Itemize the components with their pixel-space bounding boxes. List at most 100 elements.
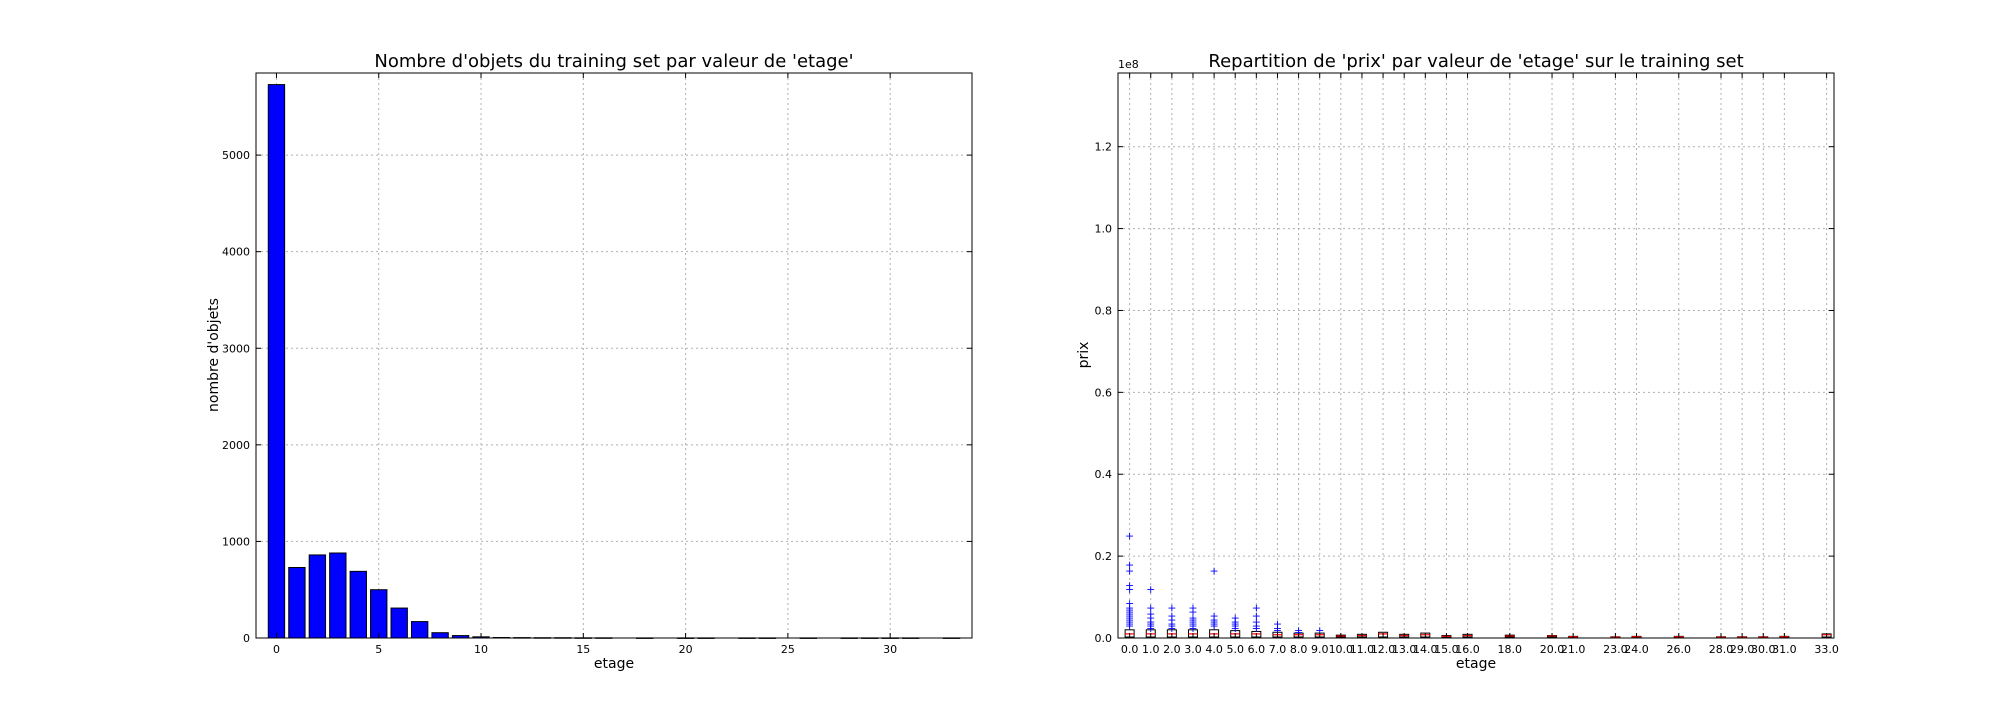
box-chart-xtick-label: 29.0 (1730, 643, 1755, 656)
box-chart-flier: + (1209, 614, 1218, 627)
box-chart-xtick-label: 12.0 (1371, 643, 1396, 656)
box-chart-flier: + (1209, 616, 1218, 629)
box-chart-flier: + (1252, 622, 1261, 635)
box-chart-flier: + (1146, 620, 1155, 633)
box-chart-xtick-label: 2.0 (1163, 643, 1181, 656)
box-chart-flier: + (1167, 618, 1176, 631)
box-chart-frame (1117, 72, 1835, 639)
bar-chart-ytick-label: 4000 (222, 246, 250, 259)
box-chart-flier: + (1125, 603, 1134, 616)
box-chart-flier: + (1252, 601, 1261, 614)
box-chart-flier: + (1125, 607, 1134, 620)
bar-chart-bar (308, 554, 327, 639)
box-chart-flier: + (1294, 626, 1303, 639)
box-chart-xtick-label: 4.0 (1205, 643, 1223, 656)
bar-chart-xtick-label: 30 (883, 643, 897, 656)
box-chart-xtick-label: 11.0 (1350, 643, 1375, 656)
box-chart-flier: + (1188, 605, 1197, 618)
bar-chart-xtick-label: 15 (576, 643, 590, 656)
box-chart-flier: + (1146, 601, 1155, 614)
box-chart-flier: + (1209, 620, 1218, 633)
bar-chart-xtick-label: 0 (273, 643, 280, 656)
box-chart-flier: + (1273, 618, 1282, 631)
bar-chart-title: Nombre d'objets du training set par vale… (374, 51, 853, 72)
box-chart-ytick-label: 0.0 (1095, 632, 1113, 645)
bar-chart-bar (349, 570, 367, 639)
bar-chart-bar (267, 84, 286, 639)
box-chart-flier: + (1146, 618, 1155, 631)
box-chart-flier: + (1273, 624, 1282, 637)
box-chart-title: Repartition de 'prix' par valeur de 'eta… (1208, 51, 1743, 72)
bar-chart-ytick-label: 1000 (222, 535, 250, 548)
box-chart-flier: + (1125, 597, 1134, 610)
box-chart-xtick-label: 14.0 (1413, 643, 1438, 656)
bar-chart-ytick-label: 0 (243, 632, 250, 645)
box-chart-ylabel: prix (1076, 342, 1092, 369)
box-chart-xtick-label: 30.0 (1751, 643, 1776, 656)
box-chart-flier: + (1167, 609, 1176, 622)
box-chart-flier: + (1188, 601, 1197, 614)
box-chart-flier: + (1167, 601, 1176, 614)
box-chart-flier: + (1125, 616, 1134, 629)
box-chart-flier: + (1294, 624, 1303, 637)
box-chart-flier: + (1188, 622, 1197, 635)
box-chart-xlabel: etage (1456, 656, 1496, 672)
box-chart-flier: + (1125, 601, 1134, 614)
box-chart-flier: + (1167, 614, 1176, 627)
bar-chart-grid (256, 73, 972, 638)
box-chart-ytick-label: 0.2 (1095, 550, 1113, 563)
box-chart-xtick-label: 13.0 (1392, 643, 1417, 656)
box-chart-flier: + (1125, 620, 1134, 633)
box-chart-flier: + (1252, 620, 1261, 633)
box-chart-flier: + (1188, 612, 1197, 625)
box-chart-flier: + (1146, 583, 1155, 596)
box-chart-flier: + (1188, 620, 1197, 633)
box-chart-flier: + (1252, 609, 1261, 622)
box-chart-flier: + (1146, 607, 1155, 620)
box-chart-ytick-label: 0.6 (1095, 386, 1113, 399)
box-chart-flier: + (1167, 620, 1176, 633)
box-chart-xtick-label: 9.0 (1311, 643, 1329, 656)
box-chart-xtick-label: 6.0 (1248, 643, 1266, 656)
box-chart-xtick-label: 16.0 (1455, 643, 1480, 656)
box-chart-xtick-label: 1.0 (1142, 643, 1160, 656)
box-chart-flier: + (1125, 558, 1134, 571)
bar-chart-xtick-label: 5 (375, 643, 382, 656)
box-chart-ytick-label: 0.4 (1095, 468, 1113, 481)
box-chart-ytick-label: 1.0 (1095, 223, 1113, 236)
box-chart-grid (1118, 73, 1834, 638)
box-chart-scale-label: 1e8 (1118, 58, 1139, 71)
box-chart-flier: + (1209, 618, 1218, 631)
box-chart-xtick-label: 23.0 (1603, 643, 1628, 656)
box-chart-flier: + (1125, 618, 1134, 631)
bar-chart-bar (370, 589, 388, 639)
box-chart-flier: + (1209, 609, 1218, 622)
box-chart-flier: + (1188, 616, 1197, 629)
box-chart-xtick-label: 33.0 (1814, 643, 1839, 656)
bar-chart-bars (267, 84, 961, 639)
box-chart-flier: + (1125, 614, 1134, 627)
box-chart-boxes: ++++++++++++++++++++++++++++++++++++++++… (1124, 530, 1832, 639)
box-chart-xtick-label: 7.0 (1269, 643, 1287, 656)
box-chart-xtick-label: 0.0 (1121, 643, 1139, 656)
bar-chart-xlabel: etage (594, 656, 634, 672)
bar-chart-ytick-label: 3000 (222, 342, 250, 355)
bar-chart-ylabel: nombre d'objets (206, 298, 222, 412)
bar-chart-bar (431, 632, 449, 639)
bar-chart-frame (255, 72, 973, 639)
bar-chart-xtick-label: 10 (474, 643, 488, 656)
box-chart-xtick-label: 24.0 (1624, 643, 1649, 656)
bar-chart-xtick-label: 20 (679, 643, 693, 656)
box-chart-xtick-label: 20.0 (1540, 643, 1565, 656)
box-chart-flier: + (1315, 624, 1324, 637)
box-chart-flier: + (1125, 564, 1134, 577)
box-chart-flier: + (1209, 564, 1218, 577)
box-chart-xtick-label: 15.0 (1434, 643, 1459, 656)
box-chart-flier: + (1146, 622, 1155, 635)
bar-chart-ytick-label: 2000 (222, 439, 250, 452)
box-chart-flier: + (1146, 616, 1155, 629)
box-chart-ytick-label: 0.8 (1095, 304, 1113, 317)
box-chart-xtick-label: 28.0 (1709, 643, 1734, 656)
box-chart-flier: + (1146, 612, 1155, 625)
box-chart-flier: + (1273, 622, 1282, 635)
